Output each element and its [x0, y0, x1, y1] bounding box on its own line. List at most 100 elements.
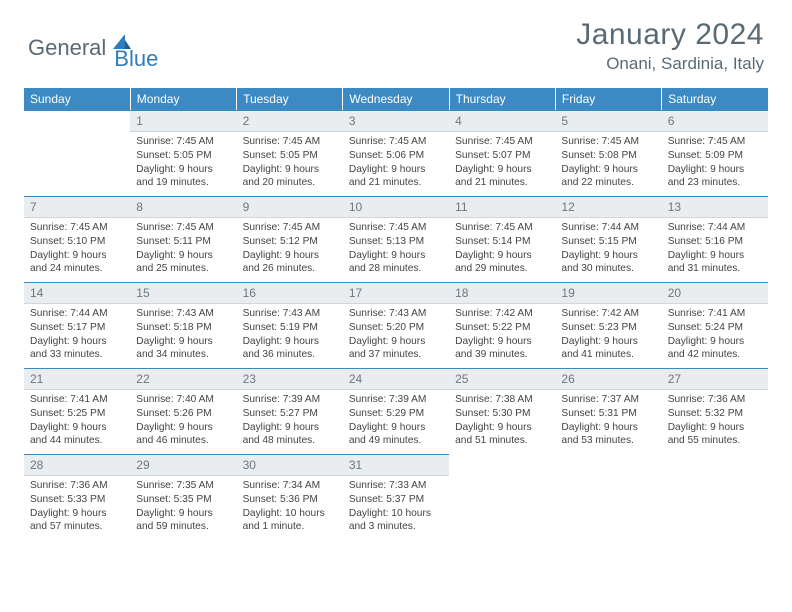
day-content: Sunrise: 7:41 AMSunset: 5:25 PMDaylight:…: [24, 390, 130, 452]
weekday-header: Wednesday: [343, 88, 449, 110]
day-content: Sunrise: 7:36 AMSunset: 5:33 PMDaylight:…: [24, 476, 130, 538]
day-content: Sunrise: 7:34 AMSunset: 5:36 PMDaylight:…: [237, 476, 343, 538]
daylight-line: Daylight: 9 hours and 49 minutes.: [349, 421, 443, 449]
sunrise-line: Sunrise: 7:44 AM: [30, 307, 124, 321]
day-content: Sunrise: 7:45 AMSunset: 5:14 PMDaylight:…: [449, 218, 555, 280]
daylight-line: Daylight: 9 hours and 23 minutes.: [668, 163, 762, 191]
calendar-cell: 24Sunrise: 7:39 AMSunset: 5:29 PMDayligh…: [343, 368, 449, 454]
calendar-cell: 2Sunrise: 7:45 AMSunset: 5:05 PMDaylight…: [237, 110, 343, 196]
sunrise-line: Sunrise: 7:45 AM: [455, 135, 549, 149]
sunset-line: Sunset: 5:16 PM: [668, 235, 762, 249]
day-number: 30: [237, 454, 343, 476]
sunrise-line: Sunrise: 7:43 AM: [136, 307, 230, 321]
calendar-cell: 15Sunrise: 7:43 AMSunset: 5:18 PMDayligh…: [130, 282, 236, 368]
daylight-line: Daylight: 9 hours and 31 minutes.: [668, 249, 762, 277]
calendar-cell: 4Sunrise: 7:45 AMSunset: 5:07 PMDaylight…: [449, 110, 555, 196]
daylight-line: Daylight: 9 hours and 41 minutes.: [561, 335, 655, 363]
calendar-cell: 23Sunrise: 7:39 AMSunset: 5:27 PMDayligh…: [237, 368, 343, 454]
sunset-line: Sunset: 5:09 PM: [668, 149, 762, 163]
day-number: 12: [555, 196, 661, 218]
sunset-line: Sunset: 5:31 PM: [561, 407, 655, 421]
day-content: Sunrise: 7:43 AMSunset: 5:19 PMDaylight:…: [237, 304, 343, 366]
calendar-row: 21Sunrise: 7:41 AMSunset: 5:25 PMDayligh…: [24, 368, 768, 454]
day-number: 18: [449, 282, 555, 304]
sunrise-line: Sunrise: 7:37 AM: [561, 393, 655, 407]
day-number: 3: [343, 110, 449, 132]
day-content: Sunrise: 7:45 AMSunset: 5:07 PMDaylight:…: [449, 132, 555, 194]
day-content: Sunrise: 7:41 AMSunset: 5:24 PMDaylight:…: [662, 304, 768, 366]
day-number: 10: [343, 196, 449, 218]
day-number: 6: [662, 110, 768, 132]
weekday-header: Saturday: [662, 88, 768, 110]
calendar-cell: 19Sunrise: 7:42 AMSunset: 5:23 PMDayligh…: [555, 282, 661, 368]
calendar-cell: 11Sunrise: 7:45 AMSunset: 5:14 PMDayligh…: [449, 196, 555, 282]
calendar-cell: [555, 454, 661, 540]
calendar-cell: [449, 454, 555, 540]
sunrise-line: Sunrise: 7:45 AM: [136, 221, 230, 235]
calendar-cell: 9Sunrise: 7:45 AMSunset: 5:12 PMDaylight…: [237, 196, 343, 282]
calendar-row: 14 Sunrise: 7:44 AMSunset: 5:17 PM Dayligh…: [24, 282, 768, 368]
weekday-header: Sunday: [24, 88, 130, 110]
day-content: Sunrise: 7:45 AMSunset: 5:11 PMDaylight:…: [130, 218, 236, 280]
sunset-line: Sunset: 5:25 PM: [30, 407, 124, 421]
day-content: Sunrise: 7:45 AMSunset: 5:13 PMDaylight:…: [343, 218, 449, 280]
title-block: January 2024 Onani, Sardinia, Italy: [576, 18, 764, 74]
weekday-header: Friday: [555, 88, 661, 110]
sunrise-line: Sunrise: 7:43 AM: [243, 307, 337, 321]
day-number: 9: [237, 196, 343, 218]
sunrise-line: Sunrise: 7:36 AM: [668, 393, 762, 407]
sunset-line: Sunset: 5:05 PM: [243, 149, 337, 163]
sunset-line: Sunset: 5:26 PM: [136, 407, 230, 421]
day-number: 14: [24, 282, 130, 304]
daylight-line: Daylight: 9 hours and 51 minutes.: [455, 421, 549, 449]
sunrise-line: Sunrise: 7:39 AM: [243, 393, 337, 407]
daylight-line: Daylight: 9 hours and 26 minutes.: [243, 249, 337, 277]
calendar-cell: 28Sunrise: 7:36 AMSunset: 5:33 PMDayligh…: [24, 454, 130, 540]
daylight-line: Daylight: 9 hours and 59 minutes.: [136, 507, 230, 535]
sunrise-line: Sunrise: 7:45 AM: [30, 221, 124, 235]
day-content: Sunrise: 7:36 AMSunset: 5:32 PMDaylight:…: [662, 390, 768, 452]
day-number: 19: [555, 282, 661, 304]
sunrise-line: Sunrise: 7:34 AM: [243, 479, 337, 493]
location-subtitle: Onani, Sardinia, Italy: [576, 54, 764, 74]
calendar-cell: 26Sunrise: 7:37 AMSunset: 5:31 PMDayligh…: [555, 368, 661, 454]
day-content: Sunrise: 7:39 AMSunset: 5:27 PMDaylight:…: [237, 390, 343, 452]
sunrise-line: Sunrise: 7:45 AM: [136, 135, 230, 149]
day-content: Sunrise: 7:45 AMSunset: 5:05 PMDaylight:…: [237, 132, 343, 194]
day-content: Sunrise: 7:43 AMSunset: 5:18 PMDaylight:…: [130, 304, 236, 366]
daylight-line: Daylight: 9 hours and 19 minutes.: [136, 163, 230, 191]
day-content: Sunrise: 7:37 AMSunset: 5:31 PMDaylight:…: [555, 390, 661, 452]
day-content: Sunrise: 7:44 AMSunset: 5:16 PMDaylight:…: [662, 218, 768, 280]
calendar-row: 7Sunrise: 7:45 AMSunset: 5:10 PMDaylight…: [24, 196, 768, 282]
weekday-header: Tuesday: [237, 88, 343, 110]
sunset-line: Sunset: 5:24 PM: [668, 321, 762, 335]
sunset-line: Sunset: 5:18 PM: [136, 321, 230, 335]
sunrise-line: Sunrise: 7:44 AM: [668, 221, 762, 235]
sunrise-line: Sunrise: 7:35 AM: [136, 479, 230, 493]
calendar-cell: 25Sunrise: 7:38 AMSunset: 5:30 PMDayligh…: [449, 368, 555, 454]
day-number: 15: [130, 282, 236, 304]
daylight-line: Daylight: 10 hours and 1 minute.: [243, 507, 337, 535]
day-number: 24: [343, 368, 449, 390]
day-content: Sunrise: 7:35 AMSunset: 5:35 PMDaylight:…: [130, 476, 236, 538]
sunset-line: Sunset: 5:08 PM: [561, 149, 655, 163]
sunset-line: Sunset: 5:17 PM: [30, 321, 124, 335]
calendar-cell: [662, 454, 768, 540]
sunset-line: Sunset: 5:29 PM: [349, 407, 443, 421]
day-number: 23: [237, 368, 343, 390]
sunset-line: Sunset: 5:15 PM: [561, 235, 655, 249]
daylight-line: Daylight: 9 hours and 21 minutes.: [455, 163, 549, 191]
sunset-line: Sunset: 5:35 PM: [136, 493, 230, 507]
sunset-line: Sunset: 5:20 PM: [349, 321, 443, 335]
sunrise-line: Sunrise: 7:45 AM: [561, 135, 655, 149]
day-number: 22: [130, 368, 236, 390]
calendar-cell: 20Sunrise: 7:41 AMSunset: 5:24 PMDayligh…: [662, 282, 768, 368]
daylight-line: Daylight: 9 hours and 28 minutes.: [349, 249, 443, 277]
daylight-line: Daylight: 9 hours and 37 minutes.: [349, 335, 443, 363]
sunset-line: Sunset: 5:10 PM: [30, 235, 124, 249]
calendar-cell: 12Sunrise: 7:44 AMSunset: 5:15 PMDayligh…: [555, 196, 661, 282]
sunset-line: Sunset: 5:05 PM: [136, 149, 230, 163]
sunrise-line: Sunrise: 7:45 AM: [349, 135, 443, 149]
calendar-cell: 8Sunrise: 7:45 AMSunset: 5:11 PMDaylight…: [130, 196, 236, 282]
sunrise-line: Sunrise: 7:43 AM: [349, 307, 443, 321]
